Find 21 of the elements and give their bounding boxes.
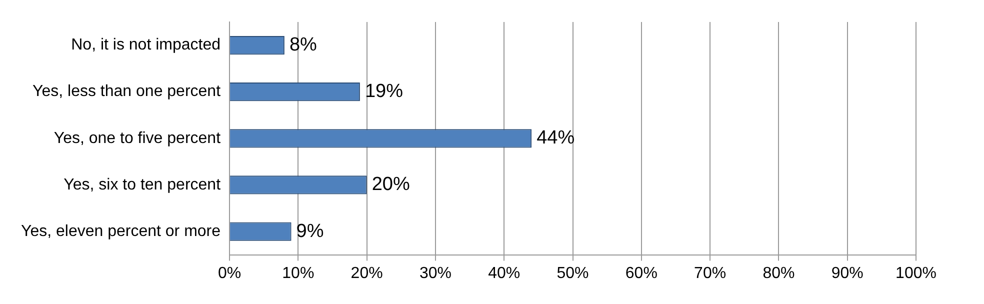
y-tick-label: Yes, eleven percent or more bbox=[20, 222, 221, 240]
x-tick-label: 50% bbox=[556, 264, 589, 282]
data-label: 8% bbox=[289, 34, 318, 56]
y-tick-label: Yes, six to ten percent bbox=[64, 176, 222, 194]
x-tick-label: 60% bbox=[625, 264, 658, 282]
data-label: 20% bbox=[372, 174, 410, 196]
data-label: 44% bbox=[536, 128, 575, 149]
x-tick-label: 90% bbox=[831, 264, 864, 282]
y-tick-label: Yes, less than one percent bbox=[32, 83, 222, 100]
data-label: 19% bbox=[364, 81, 404, 102]
data-label: 9% bbox=[296, 220, 324, 242]
x-tick-label: 30% bbox=[419, 264, 452, 282]
y-tick-label: No, it is not impacted bbox=[71, 36, 221, 54]
x-tick-label: 20% bbox=[350, 264, 383, 282]
y-tick-label: Yes, one to five percent bbox=[54, 130, 222, 147]
x-tick-label: 40% bbox=[488, 264, 520, 282]
x-tick-label: 70% bbox=[694, 264, 726, 282]
x-tick-label: 80% bbox=[762, 264, 795, 282]
x-tick-label: 10% bbox=[282, 264, 314, 282]
x-tick-label: 0% bbox=[218, 264, 242, 282]
x-tick-label: 100% bbox=[896, 264, 936, 282]
